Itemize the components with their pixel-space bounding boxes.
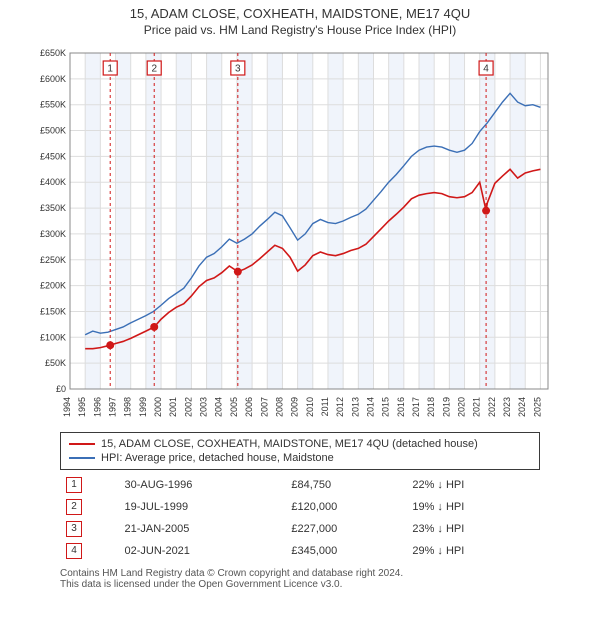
svg-text:£50K: £50K — [45, 358, 66, 368]
svg-text:2004: 2004 — [214, 397, 224, 417]
attribution: Contains HM Land Registry data © Crown c… — [60, 568, 540, 590]
attribution-line-1: Contains HM Land Registry data © Crown c… — [60, 568, 540, 579]
svg-text:2: 2 — [151, 64, 157, 75]
transaction-date: 30-AUG-1996 — [119, 474, 286, 496]
svg-text:£350K: £350K — [40, 203, 66, 213]
svg-text:£550K: £550K — [40, 100, 66, 110]
svg-text:2021: 2021 — [472, 397, 482, 417]
svg-text:2001: 2001 — [168, 397, 178, 417]
transaction-row: 2 19-JUL-1999£120,00019% ↓ HPI — [60, 496, 540, 518]
transaction-row: 4 02-JUN-2021£345,00029% ↓ HPI — [60, 540, 540, 562]
svg-text:2011: 2011 — [320, 397, 330, 416]
svg-text:1996: 1996 — [92, 397, 102, 417]
svg-text:2022: 2022 — [487, 397, 497, 417]
transaction-vs-hpi: 19% ↓ HPI — [406, 496, 540, 518]
svg-text:£500K: £500K — [40, 126, 66, 136]
svg-text:2019: 2019 — [441, 397, 451, 417]
svg-text:4: 4 — [483, 64, 489, 75]
svg-text:£100K: £100K — [40, 332, 66, 342]
svg-text:£400K: £400K — [40, 177, 66, 187]
svg-text:£300K: £300K — [40, 229, 66, 239]
legend-label: 15, ADAM CLOSE, COXHEATH, MAIDSTONE, ME1… — [101, 438, 478, 450]
transaction-date: 19-JUL-1999 — [119, 496, 286, 518]
svg-text:2006: 2006 — [244, 397, 254, 417]
transaction-vs-hpi: 29% ↓ HPI — [406, 540, 540, 562]
svg-text:2012: 2012 — [335, 397, 345, 417]
legend-row: HPI: Average price, detached house, Maid… — [69, 451, 531, 465]
transactions-table: 1 30-AUG-1996£84,75022% ↓ HPI 2 19-JUL-1999… — [60, 474, 540, 562]
legend-swatch — [69, 457, 95, 459]
title-line-2: Price paid vs. HM Land Registry's House … — [0, 21, 600, 37]
svg-text:1: 1 — [107, 64, 113, 75]
svg-text:2010: 2010 — [305, 397, 315, 417]
svg-text:2002: 2002 — [183, 397, 193, 417]
transaction-price: £120,000 — [285, 496, 406, 518]
sale-marker-2 — [150, 323, 158, 331]
svg-text:1998: 1998 — [123, 397, 133, 417]
svg-text:2013: 2013 — [350, 397, 360, 417]
svg-text:1997: 1997 — [108, 397, 118, 417]
svg-text:2000: 2000 — [153, 397, 163, 417]
transaction-row: 3 21-JAN-2005£227,00023% ↓ HPI — [60, 518, 540, 540]
svg-text:2007: 2007 — [259, 397, 269, 417]
transaction-date: 02-JUN-2021 — [119, 540, 286, 562]
svg-text:2020: 2020 — [457, 397, 467, 417]
svg-text:2015: 2015 — [381, 397, 391, 417]
transaction-price: £227,000 — [285, 518, 406, 540]
transaction-marker-box: 4 — [66, 543, 82, 559]
svg-text:2003: 2003 — [199, 397, 209, 417]
svg-text:£650K: £650K — [40, 48, 66, 58]
transaction-price: £84,750 — [285, 474, 406, 496]
attribution-line-2: This data is licensed under the Open Gov… — [60, 579, 540, 590]
transaction-marker-box: 3 — [66, 521, 82, 537]
svg-text:1999: 1999 — [138, 397, 148, 417]
svg-text:2025: 2025 — [532, 397, 542, 417]
transaction-row: 1 30-AUG-1996£84,75022% ↓ HPI — [60, 474, 540, 496]
svg-text:2023: 2023 — [502, 397, 512, 417]
svg-text:1995: 1995 — [77, 397, 87, 417]
svg-text:£0: £0 — [56, 384, 66, 394]
svg-text:2014: 2014 — [365, 397, 375, 417]
svg-text:1994: 1994 — [62, 397, 72, 417]
chart-titles: 15, ADAM CLOSE, COXHEATH, MAIDSTONE, ME1… — [0, 0, 600, 37]
legend-row: 15, ADAM CLOSE, COXHEATH, MAIDSTONE, ME1… — [69, 437, 531, 451]
svg-text:£150K: £150K — [40, 306, 66, 316]
sale-marker-1 — [106, 341, 114, 349]
svg-text:£200K: £200K — [40, 281, 66, 291]
title-line-1: 15, ADAM CLOSE, COXHEATH, MAIDSTONE, ME1… — [0, 6, 600, 21]
svg-text:2018: 2018 — [426, 397, 436, 417]
svg-text:£450K: £450K — [40, 151, 66, 161]
transaction-vs-hpi: 22% ↓ HPI — [406, 474, 540, 496]
svg-text:2024: 2024 — [517, 397, 527, 417]
sale-marker-4 — [482, 207, 490, 215]
transaction-marker-box: 1 — [66, 477, 82, 493]
transaction-date: 21-JAN-2005 — [119, 518, 286, 540]
svg-text:3: 3 — [235, 64, 241, 75]
svg-text:2017: 2017 — [411, 397, 421, 417]
svg-text:2008: 2008 — [274, 397, 284, 417]
legend-label: HPI: Average price, detached house, Maid… — [101, 452, 334, 464]
transaction-price: £345,000 — [285, 540, 406, 562]
transaction-vs-hpi: 23% ↓ HPI — [406, 518, 540, 540]
legend: 15, ADAM CLOSE, COXHEATH, MAIDSTONE, ME1… — [60, 432, 540, 470]
svg-text:£600K: £600K — [40, 74, 66, 84]
transaction-marker-box: 2 — [66, 499, 82, 515]
svg-text:2009: 2009 — [290, 397, 300, 417]
svg-text:2005: 2005 — [229, 397, 239, 417]
price-chart: £0 £50K £100K £150K £200K £250K £300K £350K £400… — [0, 43, 600, 426]
legend-swatch — [69, 443, 95, 445]
svg-text:2016: 2016 — [396, 397, 406, 417]
svg-text:£250K: £250K — [40, 255, 66, 265]
sale-marker-3 — [234, 268, 242, 276]
